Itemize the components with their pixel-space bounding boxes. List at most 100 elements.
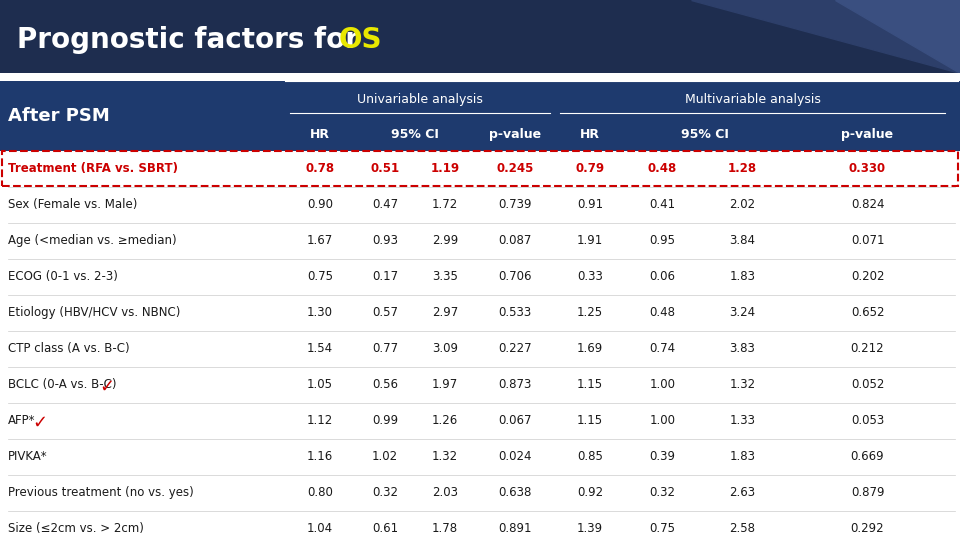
- Text: 1.00: 1.00: [650, 379, 676, 392]
- Bar: [0, 331, 960, 367]
- Text: 0.75: 0.75: [650, 523, 676, 536]
- Text: 1.15: 1.15: [577, 379, 603, 392]
- Text: 3.84: 3.84: [730, 234, 756, 247]
- Text: 0.227: 0.227: [498, 342, 532, 355]
- Text: 1.02: 1.02: [372, 450, 398, 463]
- Text: After PSM: After PSM: [8, 107, 109, 125]
- Bar: [0, 295, 960, 331]
- Text: 0.33: 0.33: [577, 271, 603, 284]
- Text: 0.202: 0.202: [851, 271, 884, 284]
- Text: 0.56: 0.56: [372, 379, 398, 392]
- Text: 0.93: 0.93: [372, 234, 398, 247]
- Text: 1.39: 1.39: [577, 523, 603, 536]
- Text: 1.83: 1.83: [730, 450, 756, 463]
- Text: ✓: ✓: [33, 414, 47, 432]
- Text: 1.30: 1.30: [307, 307, 333, 320]
- Text: HR: HR: [310, 129, 330, 141]
- Text: 0.75: 0.75: [307, 271, 333, 284]
- Text: 0.92: 0.92: [577, 487, 603, 500]
- Text: 0.32: 0.32: [372, 487, 398, 500]
- Text: AFP*: AFP*: [8, 415, 36, 428]
- Text: 0.652: 0.652: [851, 307, 884, 320]
- Text: p-value: p-value: [489, 129, 541, 141]
- Text: 2.02: 2.02: [730, 198, 756, 212]
- Text: 1.00: 1.00: [650, 415, 676, 428]
- Text: 0.533: 0.533: [498, 307, 532, 320]
- Bar: [0, 187, 960, 223]
- Text: OS: OS: [339, 26, 382, 54]
- Text: 1.25: 1.25: [577, 307, 603, 320]
- Text: Size (≤2cm vs. > 2cm): Size (≤2cm vs. > 2cm): [8, 523, 144, 536]
- Text: 0.85: 0.85: [577, 450, 603, 463]
- Text: 1.72: 1.72: [432, 198, 458, 212]
- Bar: [0, 223, 960, 259]
- Text: 0.51: 0.51: [371, 163, 399, 176]
- Text: 0.071: 0.071: [851, 234, 884, 247]
- Text: 1.54: 1.54: [307, 342, 333, 355]
- Text: 0.824: 0.824: [851, 198, 884, 212]
- Text: 0.48: 0.48: [648, 163, 677, 176]
- Text: 0.706: 0.706: [498, 271, 532, 284]
- Polygon shape: [691, 0, 960, 73]
- Text: 0.80: 0.80: [307, 487, 333, 500]
- Text: 1.78: 1.78: [432, 523, 458, 536]
- Text: 0.48: 0.48: [650, 307, 676, 320]
- Text: 1.12: 1.12: [307, 415, 333, 428]
- Text: 2.58: 2.58: [730, 523, 756, 536]
- Text: 95% CI: 95% CI: [681, 129, 729, 141]
- Text: 1.32: 1.32: [432, 450, 458, 463]
- Text: 0.91: 0.91: [577, 198, 603, 212]
- Text: 0.99: 0.99: [372, 415, 398, 428]
- Text: HR: HR: [580, 129, 600, 141]
- Text: CTP class (A vs. B-C): CTP class (A vs. B-C): [8, 342, 130, 355]
- Text: 0.78: 0.78: [305, 163, 335, 176]
- Text: 1.83: 1.83: [730, 271, 756, 284]
- Text: 2.97: 2.97: [432, 307, 458, 320]
- Text: 2.99: 2.99: [432, 234, 458, 247]
- Text: 0.024: 0.024: [498, 450, 532, 463]
- Text: 0.879: 0.879: [851, 487, 884, 500]
- Text: 0.74: 0.74: [649, 342, 676, 355]
- Text: 0.17: 0.17: [372, 271, 398, 284]
- Bar: [0, 511, 960, 540]
- Text: 0.052: 0.052: [851, 379, 884, 392]
- Text: 0.669: 0.669: [851, 450, 884, 463]
- Text: Treatment (RFA vs. SBRT): Treatment (RFA vs. SBRT): [8, 163, 178, 176]
- Text: 1.04: 1.04: [307, 523, 333, 536]
- Text: 1.67: 1.67: [307, 234, 333, 247]
- Text: 0.47: 0.47: [372, 198, 398, 212]
- Text: 1.05: 1.05: [307, 379, 333, 392]
- Text: 3.09: 3.09: [432, 342, 458, 355]
- Text: 0.067: 0.067: [498, 415, 532, 428]
- Text: 1.19: 1.19: [430, 163, 460, 176]
- Text: 3.35: 3.35: [432, 271, 458, 284]
- Text: 1.97: 1.97: [432, 379, 458, 392]
- Bar: [0, 81, 960, 151]
- Bar: [0, 475, 960, 511]
- Text: 0.32: 0.32: [650, 487, 676, 500]
- Text: 0.90: 0.90: [307, 198, 333, 212]
- Text: 0.292: 0.292: [851, 523, 884, 536]
- Text: 1.15: 1.15: [577, 415, 603, 428]
- Text: Etiology (HBV/HCV vs. NBNC): Etiology (HBV/HCV vs. NBNC): [8, 307, 180, 320]
- Bar: [0, 259, 960, 295]
- Bar: [0, 403, 960, 439]
- Text: 0.053: 0.053: [851, 415, 884, 428]
- Text: 0.873: 0.873: [498, 379, 532, 392]
- Text: 0.245: 0.245: [496, 163, 534, 176]
- Text: 0.61: 0.61: [372, 523, 398, 536]
- Text: ✓: ✓: [100, 378, 114, 396]
- Text: 0.212: 0.212: [851, 342, 884, 355]
- Text: 0.330: 0.330: [849, 163, 886, 176]
- Text: 0.39: 0.39: [650, 450, 676, 463]
- Text: 0.95: 0.95: [650, 234, 676, 247]
- Text: 1.69: 1.69: [577, 342, 603, 355]
- Text: 0.638: 0.638: [498, 487, 532, 500]
- Text: Multivariable analysis: Multivariable analysis: [684, 93, 821, 106]
- Text: 3.24: 3.24: [730, 307, 756, 320]
- Text: 1.32: 1.32: [730, 379, 756, 392]
- Text: 95% CI: 95% CI: [391, 129, 439, 141]
- Text: PIVKA*: PIVKA*: [8, 450, 48, 463]
- Text: Age (<median vs. ≥median): Age (<median vs. ≥median): [8, 234, 177, 247]
- Text: 1.33: 1.33: [730, 415, 756, 428]
